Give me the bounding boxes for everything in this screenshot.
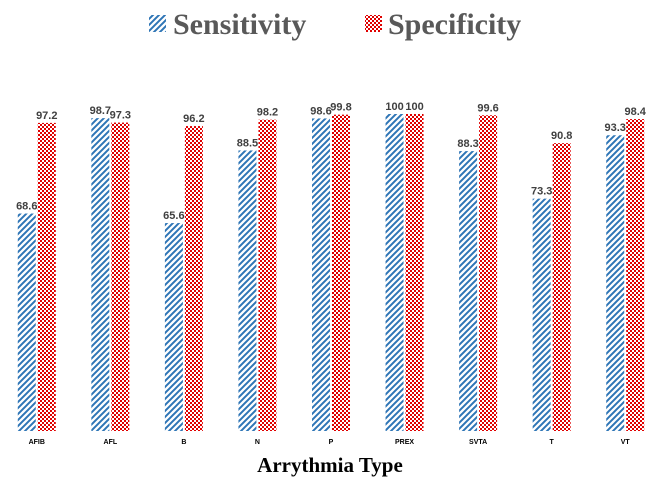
x-tick-label-n: N: [255, 439, 260, 446]
x-tick-label-b: B: [181, 439, 186, 446]
x-tick-label-t: T: [550, 439, 555, 446]
x-tick-label-vt: VT: [621, 439, 631, 446]
data-label-sensitivity-afib: 68.6: [16, 201, 37, 213]
bar-sensitivity-svta: [459, 151, 478, 432]
bar-specificity-b: [184, 126, 203, 432]
data-label-sensitivity-prex: 100: [385, 101, 403, 113]
bar-specificity-afib: [37, 122, 56, 431]
legend-swatch-sensitivity: [149, 15, 166, 32]
data-label-sensitivity-n: 88.5: [237, 137, 258, 149]
legend-item-specificity: Specificity: [365, 8, 521, 41]
x-tick-label-svta: SVTA: [469, 439, 487, 446]
data-label-specificity-vt: 98.4: [625, 106, 647, 118]
legend-label-sensitivity: Sensitivity: [173, 8, 306, 41]
data-label-specificity-p: 99.8: [330, 102, 351, 114]
legend-item-sensitivity: Sensitivity: [149, 8, 306, 41]
x-tick-label-prex: PREX: [395, 439, 414, 446]
bar-sensitivity-p: [312, 118, 330, 432]
x-axis-title: Arrythmia Type: [257, 453, 403, 477]
x-tick-label-afib: AFIB: [29, 439, 45, 446]
bar-sensitivity-afib: [17, 213, 36, 431]
data-label-sensitivity-p: 98.6: [310, 105, 331, 117]
bar-sensitivity-vt: [606, 135, 625, 431]
legend-label-specificity: Specificity: [388, 8, 521, 41]
data-label-specificity-n: 98.2: [257, 107, 278, 119]
data-label-specificity-t: 90.8: [551, 130, 572, 142]
data-label-sensitivity-t: 73.3: [531, 186, 552, 198]
data-label-sensitivity-b: 65.6: [163, 210, 184, 222]
bar-specificity-prex: [405, 114, 424, 431]
bar-specificity-vt: [626, 119, 645, 432]
data-label-specificity-prex: 100: [405, 101, 423, 113]
data-label-sensitivity-vt: 93.3: [605, 122, 626, 134]
bar-specificity-t: [552, 143, 571, 431]
bar-sensitivity-t: [532, 198, 551, 431]
data-label-specificity-afl: 97.3: [110, 110, 131, 122]
bar-sensitivity-n: [238, 150, 257, 431]
x-tick-label-p: P: [329, 439, 334, 446]
x-tick-label-afl: AFL: [104, 439, 118, 446]
legend: Sensitivity Specificity: [149, 8, 521, 41]
data-label-specificity-b: 96.2: [183, 113, 204, 125]
bar-specificity-n: [258, 119, 277, 432]
data-label-specificity-afib: 97.2: [36, 110, 57, 122]
bar-specificity-afl: [111, 122, 130, 432]
bar-sensitivity-afl: [91, 118, 110, 431]
data-label-specificity-svta: 99.6: [477, 102, 498, 114]
bar-specificity-p: [332, 114, 350, 431]
data-label-sensitivity-afl: 98.7: [90, 105, 111, 117]
plot-area: 68.6 97.2 AFIB 98.797.3 AFL 65.6 96.2 B 88.5 98.2…: [16, 101, 647, 446]
bar-specificity-svta: [479, 115, 498, 431]
bar-sensitivity-b: [164, 223, 183, 431]
legend-swatch-specificity: [365, 15, 382, 32]
data-label-sensitivity-svta: 88.3: [457, 138, 478, 150]
bar-sensitivity-prex: [385, 114, 404, 431]
